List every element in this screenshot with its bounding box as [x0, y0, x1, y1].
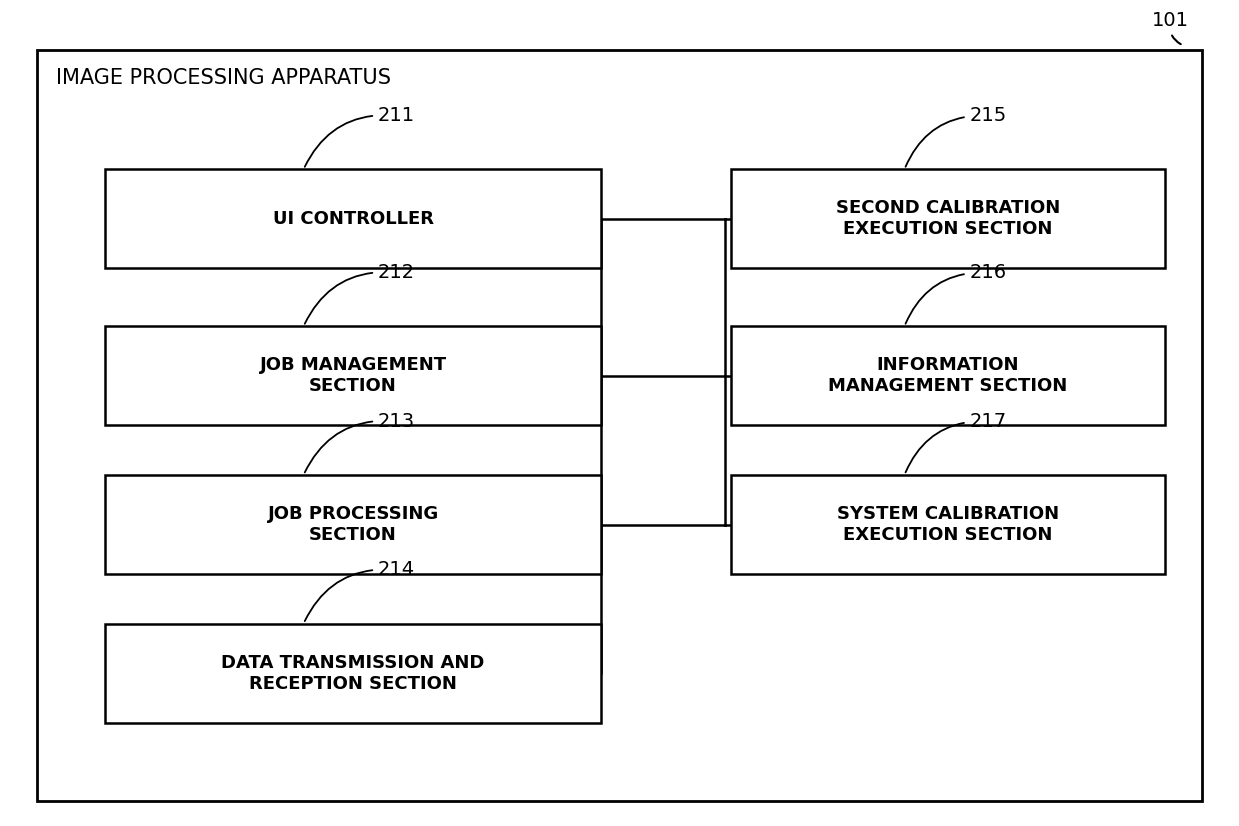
Text: SECOND CALIBRATION
EXECUTION SECTION: SECOND CALIBRATION EXECUTION SECTION: [836, 200, 1059, 238]
Bar: [105, 326, 601, 425]
Text: UI CONTROLLER: UI CONTROLLER: [273, 210, 434, 228]
Text: 213: 213: [305, 411, 415, 472]
Bar: [105, 475, 601, 574]
Text: 217: 217: [906, 411, 1006, 472]
Text: 211: 211: [305, 106, 415, 167]
Text: IMAGE PROCESSING APPARATUS: IMAGE PROCESSING APPARATUS: [56, 69, 390, 88]
Bar: [731, 169, 1165, 268]
Text: SYSTEM CALIBRATION
EXECUTION SECTION: SYSTEM CALIBRATION EXECUTION SECTION: [836, 506, 1059, 544]
Text: 212: 212: [305, 263, 415, 324]
Text: 215: 215: [906, 106, 1007, 167]
Text: JOB MANAGEMENT
SECTION: JOB MANAGEMENT SECTION: [259, 357, 447, 395]
Text: DATA TRANSMISSION AND
RECEPTION SECTION: DATA TRANSMISSION AND RECEPTION SECTION: [222, 654, 484, 692]
Bar: [731, 475, 1165, 574]
Text: 101: 101: [1152, 11, 1189, 44]
Text: 216: 216: [906, 263, 1006, 324]
Text: JOB PROCESSING
SECTION: JOB PROCESSING SECTION: [268, 506, 439, 544]
Text: 214: 214: [305, 560, 415, 621]
Bar: [105, 624, 601, 723]
Bar: [105, 169, 601, 268]
Text: INFORMATION
MANAGEMENT SECTION: INFORMATION MANAGEMENT SECTION: [828, 357, 1068, 395]
Bar: [731, 326, 1165, 425]
